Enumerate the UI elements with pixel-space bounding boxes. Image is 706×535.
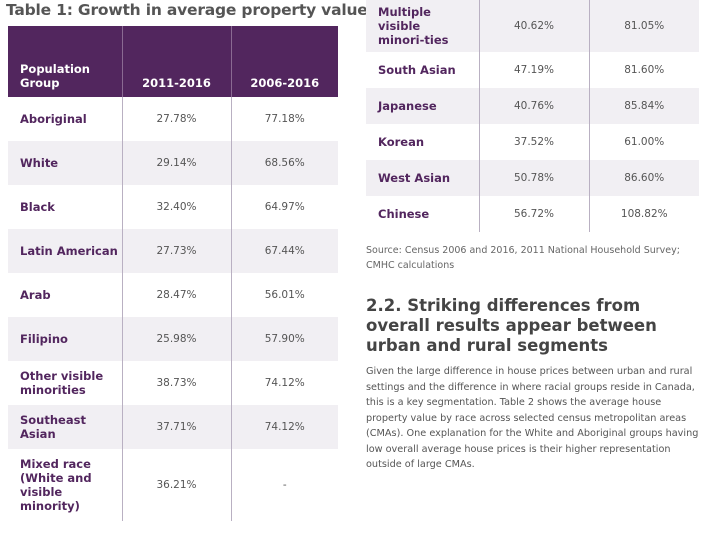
cell-2006-2016: 81.60% xyxy=(588,52,699,88)
growth-table-right: Multiple visible minori-ties 40.62% 81.0… xyxy=(366,0,699,232)
row-label: Chinese xyxy=(378,207,430,221)
cell-2011-2016: 40.76% xyxy=(478,88,589,124)
row-label: Japanese xyxy=(366,88,479,124)
cell-2006-2016: 56.01% xyxy=(230,273,338,317)
cell-2011-2016: 40.62% xyxy=(478,0,589,52)
row-label: Arab xyxy=(20,288,51,302)
row-label: White xyxy=(8,141,122,185)
row-label: Multiple visible minori-ties xyxy=(366,0,479,52)
cell-2011-2016: 47.19% xyxy=(478,52,589,88)
cell-2011-2016: 56.72% xyxy=(478,196,589,232)
table-row: Arab 28.47% 56.01% xyxy=(8,273,338,317)
section-body: Given the large difference in house pric… xyxy=(366,366,699,470)
table-row: Chinese 56.72% 108.82% xyxy=(366,196,699,232)
header-2006-2016: 2006-2016 xyxy=(230,26,338,97)
header-population-group: Population Group xyxy=(8,26,122,97)
cell-2011-2016: 37.71% xyxy=(121,405,231,449)
table-header-row: Population Group 2011-2016 2006-2016 xyxy=(8,26,338,97)
header-2011-2016: 2011-2016 xyxy=(121,26,231,97)
table-row: Multiple visible minori-ties 40.62% 81.0… xyxy=(366,0,699,52)
table-row: Japanese 40.76% 85.84% xyxy=(366,88,699,124)
row-label: South Asian xyxy=(378,63,456,77)
cell-2011-2016: 37.52% xyxy=(478,124,589,160)
cell-2006-2016: 81.05% xyxy=(588,0,699,52)
table-row: Southeast Asian 37.71% 74.12% xyxy=(8,405,338,449)
cell-2011-2016: 27.73% xyxy=(121,229,231,273)
table-row: West Asian 50.78% 86.60% xyxy=(366,160,699,196)
table-row: Aboriginal 27.78% 77.18% xyxy=(8,97,338,141)
cell-2011-2016: 50.78% xyxy=(478,160,589,196)
row-label: Other visible minorities xyxy=(20,369,104,397)
cell-2006-2016: - xyxy=(230,449,338,521)
cell-2011-2016: 28.47% xyxy=(121,273,231,317)
growth-table-left: Population Group 2011-2016 2006-2016 Abo… xyxy=(8,26,338,521)
cell-2011-2016: 29.14% xyxy=(121,141,231,185)
table-title: Table 1: Growth in average property valu… xyxy=(6,1,368,19)
cell-2006-2016: 64.97% xyxy=(230,185,338,229)
cell-2006-2016: 108.82% xyxy=(588,196,699,232)
cell-2006-2016: 74.12% xyxy=(230,405,338,449)
section-heading: 2.2. Striking differences from overall r… xyxy=(366,296,657,355)
cell-2011-2016: 36.21% xyxy=(121,449,231,521)
row-label: Latin American xyxy=(8,229,122,273)
cell-2011-2016: 27.78% xyxy=(121,97,231,141)
row-label: Aboriginal xyxy=(20,112,87,126)
cell-2011-2016: 25.98% xyxy=(121,317,231,361)
cell-2006-2016: 77.18% xyxy=(230,97,338,141)
cell-2011-2016: 38.73% xyxy=(121,361,231,405)
row-label: Black xyxy=(20,200,55,214)
table-row: Black 32.40% 64.97% xyxy=(8,185,338,229)
row-label: Filipino xyxy=(8,317,122,361)
table-row: Korean 37.52% 61.00% xyxy=(366,124,699,160)
cell-2006-2016: 61.00% xyxy=(588,124,699,160)
cell-2011-2016: 32.40% xyxy=(121,185,231,229)
cell-2006-2016: 67.44% xyxy=(230,229,338,273)
source-note: Source: Census 2006 and 2016, 2011 Natio… xyxy=(366,245,680,271)
cell-2006-2016: 57.90% xyxy=(230,317,338,361)
cell-2006-2016: 68.56% xyxy=(230,141,338,185)
row-label: Korean xyxy=(378,135,425,149)
row-label: West Asian xyxy=(366,160,479,196)
table-row: Filipino 25.98% 57.90% xyxy=(8,317,338,361)
table-row: Other visible minorities 38.73% 74.12% xyxy=(8,361,338,405)
table-row: South Asian 47.19% 81.60% xyxy=(366,52,699,88)
row-label: Mixed race (White and visible minority) xyxy=(20,457,92,513)
table-row: Mixed race (White and visible minority) … xyxy=(8,449,338,521)
table-row: Latin American 27.73% 67.44% xyxy=(8,229,338,273)
row-label: Southeast Asian xyxy=(8,405,122,449)
cell-2006-2016: 86.60% xyxy=(588,160,699,196)
cell-2006-2016: 74.12% xyxy=(230,361,338,405)
table-row: White 29.14% 68.56% xyxy=(8,141,338,185)
cell-2006-2016: 85.84% xyxy=(588,88,699,124)
